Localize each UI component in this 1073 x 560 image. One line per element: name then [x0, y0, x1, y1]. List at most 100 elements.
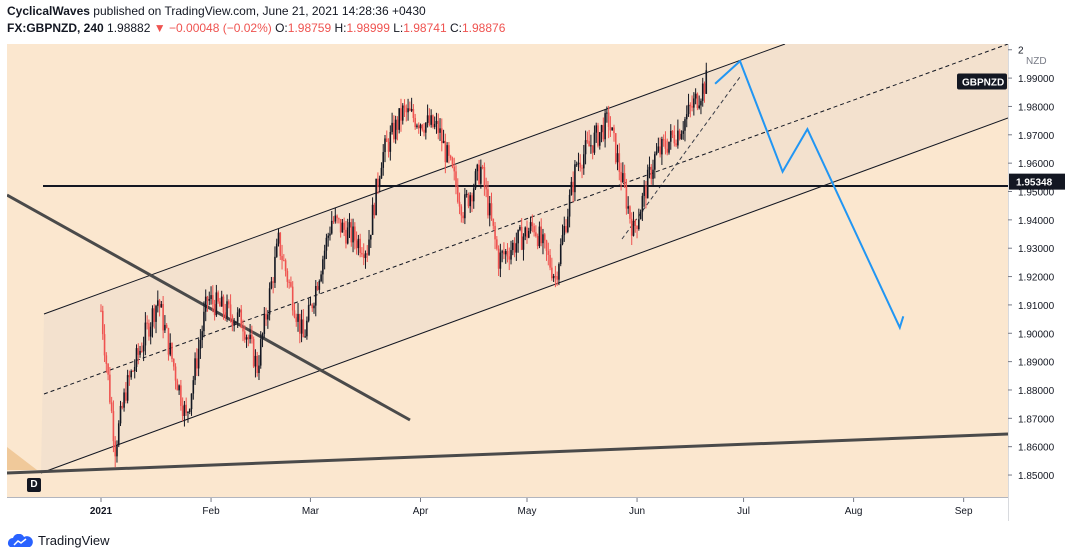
price-chart[interactable]: GBPNZD: [7, 44, 1008, 497]
candle-body: [352, 226, 354, 243]
candle-body: [258, 365, 260, 374]
time-axis[interactable]: 2021 Feb Mar Apr May Jun Jul Aug Sep: [7, 497, 1008, 522]
candle-body: [547, 250, 550, 255]
candle-body: [563, 226, 566, 236]
triangle-pattern: [7, 447, 37, 470]
candle-body: [430, 115, 432, 125]
projection-path[interactable]: [714, 59, 905, 331]
candle-body: [233, 322, 235, 326]
candle-body: [625, 185, 628, 209]
candle-body: [393, 122, 395, 140]
candle-body: [543, 234, 546, 241]
candle-body: [139, 350, 141, 355]
low-label: L:: [393, 21, 404, 35]
candle-body: [616, 153, 619, 163]
candle-body: [157, 300, 159, 306]
candle-body: [540, 226, 542, 244]
level-price-tag[interactable]: [1009, 173, 1065, 190]
candle-body: [512, 242, 514, 251]
candle-body: [527, 230, 530, 238]
candle-body: [268, 288, 271, 315]
high-label: H:: [334, 21, 347, 35]
price-axis[interactable]: 2 1.99000 1.98000 1.97000 1.96000 1.95000 1.94…: [1007, 44, 1073, 521]
candle-body: [300, 319, 303, 334]
candle-body: [522, 236, 525, 250]
price-tick-label: 1.89000: [1018, 358, 1055, 369]
candle-body: [700, 100, 702, 106]
candle-body: [217, 292, 219, 302]
level-price-value: 1.95348: [1016, 178, 1053, 189]
symbol-label[interactable]: FX:GBPNZD, 240: [7, 21, 104, 35]
candle-body: [176, 380, 179, 391]
price-tick-label: 1.91000: [1018, 301, 1055, 312]
candle-body: [590, 145, 592, 147]
candle-body: [401, 105, 404, 121]
candle-body: [565, 226, 567, 232]
candle-body: [384, 138, 386, 153]
candle-body: [277, 232, 280, 244]
candle-body: [101, 310, 104, 335]
candle-body: [698, 105, 700, 109]
candle-body: [417, 125, 420, 129]
symbol-price-tag[interactable]: [957, 73, 1007, 90]
candle-body: [313, 305, 315, 309]
candle-body: [130, 370, 132, 378]
candles-group: [100, 62, 708, 468]
candle-body: [254, 355, 257, 367]
candle-body: [568, 194, 571, 217]
candle-body: [201, 331, 203, 341]
candle-body: [472, 188, 475, 202]
candle-body: [426, 115, 429, 123]
candle-body: [391, 122, 393, 132]
candle-body: [483, 167, 486, 187]
candle-body: [574, 164, 576, 193]
candle-body: [167, 328, 170, 355]
candle-body: [286, 271, 289, 282]
candle-body: [639, 211, 642, 220]
candle-body: [677, 130, 679, 146]
candle-body: [263, 313, 266, 334]
candle-body: [190, 393, 193, 410]
candle-body: [132, 370, 134, 372]
candle-body: [652, 169, 654, 179]
candle-body: [449, 155, 452, 159]
time-tick-label: 2021: [90, 506, 113, 517]
candle-body: [687, 104, 690, 115]
time-tick-label: Jul: [737, 506, 750, 517]
candle-body: [515, 243, 518, 253]
d-badge[interactable]: D: [27, 478, 41, 492]
chart-pane[interactable]: GBPNZD D: [7, 44, 1009, 521]
publisher-name[interactable]: CyclicalWaves: [7, 4, 90, 18]
candle-body: [371, 204, 374, 235]
candle-body: [240, 309, 243, 328]
channel-mid-line[interactable]: [43, 44, 1008, 395]
candle-body: [103, 334, 106, 356]
candle-body: [471, 195, 473, 202]
candle-body: [694, 93, 697, 99]
candle-body: [203, 311, 205, 332]
support-trendline[interactable]: [7, 432, 1008, 475]
candle-body: [684, 119, 686, 131]
minor-dashed-line[interactable]: [621, 76, 741, 240]
channel-lower-line[interactable]: [40, 117, 1008, 474]
candle-body: [267, 314, 269, 320]
candle-body: [412, 109, 415, 119]
candle-body: [598, 132, 601, 146]
resistance-trendline[interactable]: [7, 193, 411, 422]
candle-body: [123, 392, 125, 408]
candle-body: [320, 274, 322, 282]
candle-body: [174, 366, 177, 381]
candle-body: [433, 123, 436, 128]
candle-body: [432, 115, 434, 128]
candle-body: [421, 124, 424, 130]
candle-body: [441, 128, 443, 144]
candle-body: [252, 338, 255, 367]
candle-body: [606, 112, 608, 114]
channel-upper-line[interactable]: [43, 44, 786, 315]
candle-body: [520, 227, 523, 250]
footer[interactable]: TradingView: [7, 533, 110, 548]
candle-body: [341, 222, 344, 233]
candle-body: [165, 324, 168, 329]
candle-body: [290, 282, 292, 287]
candle-body: [513, 242, 516, 253]
